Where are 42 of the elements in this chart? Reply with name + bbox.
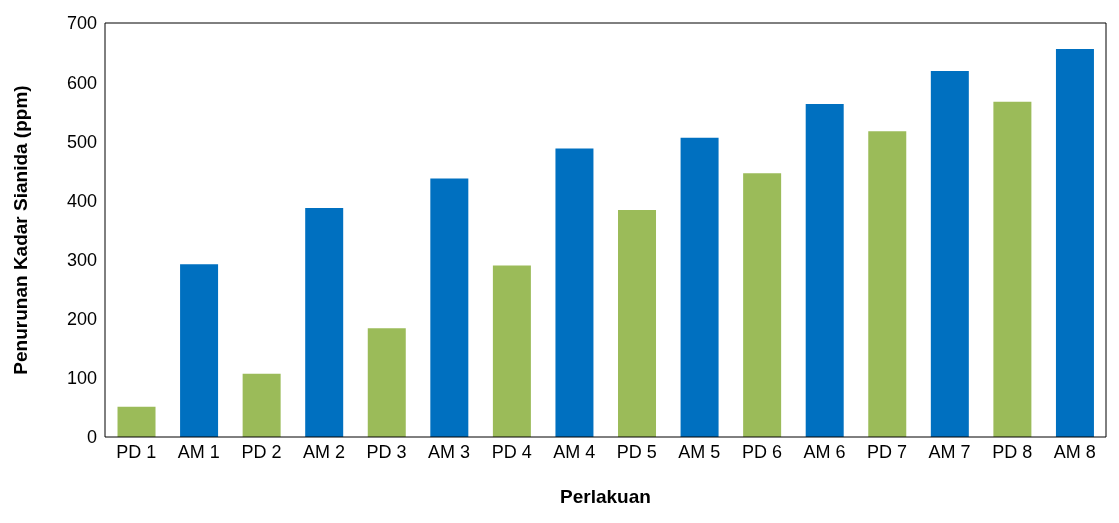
x-tick-label: PD 2 (241, 441, 282, 462)
y-axis-title: Penurunan Kadar Sianida (ppm) (9, 85, 31, 375)
x-tick-label: PD 4 (491, 441, 532, 462)
bar (930, 70, 969, 437)
x-tick-label: AM 6 (803, 441, 846, 462)
bar (1055, 49, 1094, 437)
y-tick-label: 600 (66, 72, 97, 93)
bar (242, 373, 281, 437)
bar (492, 265, 531, 437)
x-axis-title: Perlakuan (560, 486, 651, 507)
x-tick-label: PD 1 (116, 441, 157, 462)
bar (430, 178, 469, 437)
x-tick-label: AM 2 (302, 441, 345, 462)
bar (993, 101, 1032, 437)
bar (305, 208, 344, 437)
y-tick-label: 0 (86, 427, 97, 448)
x-tick-label: AM 4 (553, 441, 596, 462)
y-tick-label: 300 (66, 249, 97, 270)
bar (743, 173, 782, 437)
x-tick-label: AM 8 (1053, 441, 1096, 462)
y-tick-label: 400 (66, 190, 97, 211)
bar (680, 137, 719, 437)
y-tick-label: 500 (66, 131, 97, 152)
y-tick-label: 200 (66, 309, 97, 330)
x-tick-label: PD 8 (992, 441, 1033, 462)
bar (117, 406, 156, 437)
x-tick-label: AM 5 (678, 441, 721, 462)
bar (805, 104, 844, 437)
x-tick-label: AM 1 (177, 441, 220, 462)
x-tick-label: PD 6 (741, 441, 782, 462)
bar (618, 209, 657, 437)
bar (868, 131, 907, 437)
bar (367, 328, 406, 437)
bar (180, 264, 219, 437)
x-tick-label: AM 7 (928, 441, 971, 462)
x-tick-label: PD 7 (867, 441, 908, 462)
x-tick-label: PD 5 (616, 441, 657, 462)
x-tick-label: AM 3 (428, 441, 471, 462)
x-tick-label: PD 3 (366, 441, 407, 462)
y-tick-label: 700 (66, 13, 97, 34)
y-tick-label: 100 (66, 368, 97, 389)
bar (555, 148, 594, 437)
